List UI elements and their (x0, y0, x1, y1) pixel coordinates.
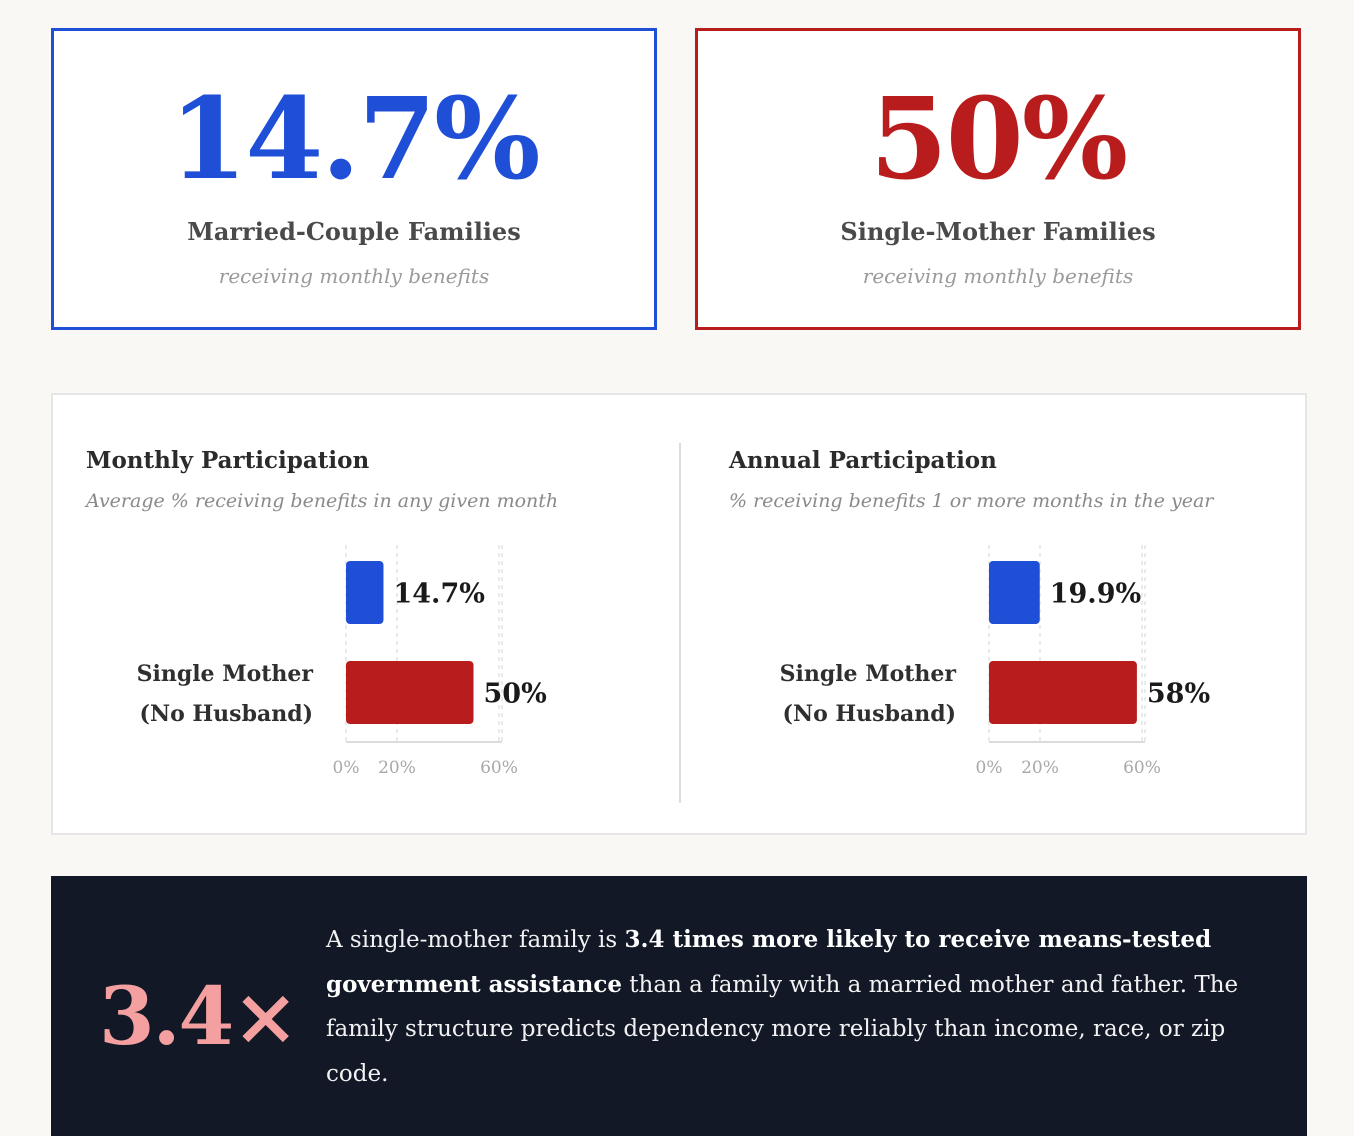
category-label: (No Husband) (140, 701, 313, 727)
single-mother-stat-sublabel: receiving monthly benefits (862, 264, 1134, 288)
category-label: Single Mother (780, 661, 957, 687)
callout-multiplier: 3.4× (99, 969, 299, 1063)
single-mother-stat-value: 50% (869, 74, 1128, 205)
x-tick-label: 60% (480, 758, 518, 778)
x-tick-label: 20% (1021, 758, 1059, 778)
monthly-participation-plot: 14.7% 50% Single Mother (No Husband) 0% 20% 60… (137, 545, 547, 778)
panel-divider (679, 443, 681, 803)
married-couple-stat-card: 14.7% Married-Couple Families receiving … (51, 28, 657, 330)
callout-text-intro: A single-mother family is (326, 927, 625, 953)
bar (989, 661, 1137, 724)
chart-subtitle: % receiving benefits 1 or more months in… (729, 490, 1214, 512)
bar (346, 561, 384, 624)
category-label: (No Husband) (783, 701, 956, 727)
callout-text: A single-mother family is 3.4 times more… (326, 918, 1261, 1096)
married-couple-stat-value: 14.7% (169, 74, 540, 205)
annual-participation-chart: Annual Participation % receiving benefit… (729, 395, 1329, 835)
category-label: Single Mother (137, 661, 314, 687)
callout-text-highlight: 3.4 times more likely to receive means-t… (326, 926, 1212, 998)
callout-banner: 3.4× A single-mother family is 3.4 times… (51, 876, 1307, 1136)
chart-title: Monthly Participation (86, 447, 370, 474)
bar-value-label: 50% (484, 679, 547, 710)
participation-charts-panel: Monthly Participation Average % receivin… (51, 393, 1307, 835)
x-tick-label: 0% (333, 758, 360, 778)
bar-value-label: 58% (1147, 679, 1210, 710)
x-tick-label: 60% (1123, 758, 1161, 778)
callout-text-rest: than a family with a married mother and … (326, 971, 1239, 1087)
bar-value-label: 19.9% (1050, 579, 1141, 610)
monthly-participation-chart: Monthly Participation Average % receivin… (86, 395, 686, 835)
single-mother-stat-label: Single-Mother Families (840, 217, 1156, 246)
x-tick-label: 20% (378, 758, 416, 778)
bar (346, 661, 474, 724)
married-couple-stat-sublabel: receiving monthly benefits (218, 264, 490, 288)
single-mother-stat-card: 50% Single-Mother Families receiving mon… (695, 28, 1301, 330)
annual-participation-plot: 19.9% 58% Single Mother (No Husband) 0% 20% 60… (780, 545, 1210, 778)
x-tick-label: 0% (976, 758, 1003, 778)
bar (989, 561, 1040, 624)
chart-title: Annual Participation (729, 447, 997, 474)
bar-value-label: 14.7% (393, 579, 484, 610)
married-couple-stat-label: Married-Couple Families (187, 217, 521, 246)
chart-subtitle: Average % receiving benefits in any give… (86, 490, 559, 512)
